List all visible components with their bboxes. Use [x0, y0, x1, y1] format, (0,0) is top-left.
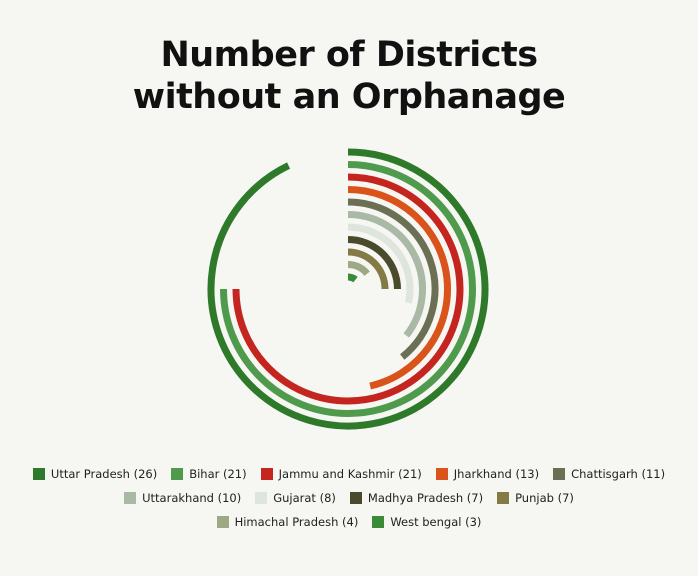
legend-swatch [260, 468, 273, 480]
legend-item: Uttarakhand (10) [124, 491, 241, 505]
chart-title-line-2: without an Orphanage [132, 77, 566, 117]
legend-swatch [171, 468, 184, 480]
arc-jammu-and-kashmir [232, 173, 464, 405]
legend-item: Bihar (21) [171, 467, 247, 481]
legend-label: Gujarat (8) [273, 491, 336, 505]
legend-label: Madhya Pradesh (7) [367, 491, 484, 505]
arc-jharkhand [347, 186, 452, 390]
arc-bihar [220, 161, 476, 417]
legend-label: Chattisgarh (11) [571, 467, 666, 481]
legend-label: Jammu and Kashmir (21) [278, 467, 422, 481]
arc-uttar-pradesh [207, 148, 489, 430]
legend-item: Uttar Pradesh (26) [32, 467, 158, 481]
legend-row: Uttar Pradesh (26) Bihar (21) Jammu and Ka… [20, 462, 678, 486]
arc-himachal-pradesh [347, 261, 370, 277]
legend-item: West bengal (3) [372, 515, 481, 529]
arc-punjab [347, 248, 389, 290]
legend-label: Bihar (21) [189, 467, 247, 481]
arc-madhya-pradesh [347, 236, 401, 290]
legend-swatch [124, 492, 137, 504]
legend-swatch [497, 492, 510, 504]
legend-row: Uttarakhand (10) Gujarat (8) Madhya Prades… [20, 486, 678, 510]
legend-item: Himachal Pradesh (4) [216, 515, 359, 529]
arc-chattisgarh [347, 198, 439, 360]
chart-title: Number of Districts without an Orphanage [0, 34, 698, 118]
legend-swatch [216, 516, 229, 528]
chart-title-line-1: Number of Districts [160, 35, 538, 75]
arc-uttarakhand [347, 211, 426, 338]
arc-gujarat [347, 223, 414, 304]
legend-label: Jharkhand (13) [453, 467, 540, 481]
legend-swatch [32, 468, 45, 480]
legend-swatch [435, 468, 448, 480]
legend-item: Jammu and Kashmir (21) [260, 467, 422, 481]
legend-swatch [255, 492, 268, 504]
arc-west-bengal [347, 273, 358, 283]
legend-item: Gujarat (8) [255, 491, 336, 505]
legend-label: Punjab (7) [515, 491, 574, 505]
legend-item: Chattisgarh (11) [553, 467, 665, 481]
legend-swatch [349, 492, 362, 504]
legend-item: Punjab (7) [497, 491, 574, 505]
legend-swatch [553, 468, 566, 480]
legend-label: Himachal Pradesh (4) [234, 515, 359, 529]
legend-item: Madhya Pradesh (7) [349, 491, 484, 505]
legend-item: Jharkhand (13) [435, 467, 540, 481]
legend-row: Himachal Pradesh (4) West bengal (3) [20, 510, 678, 534]
legend-label: Uttar Pradesh (26) [50, 467, 158, 481]
legend-label: West bengal (3) [390, 515, 482, 529]
legend-label: Uttarakhand (10) [142, 491, 242, 505]
chart-legend: Uttar Pradesh (26) Bihar (21) Jammu and Ka… [20, 462, 678, 534]
legend-swatch [372, 516, 385, 528]
